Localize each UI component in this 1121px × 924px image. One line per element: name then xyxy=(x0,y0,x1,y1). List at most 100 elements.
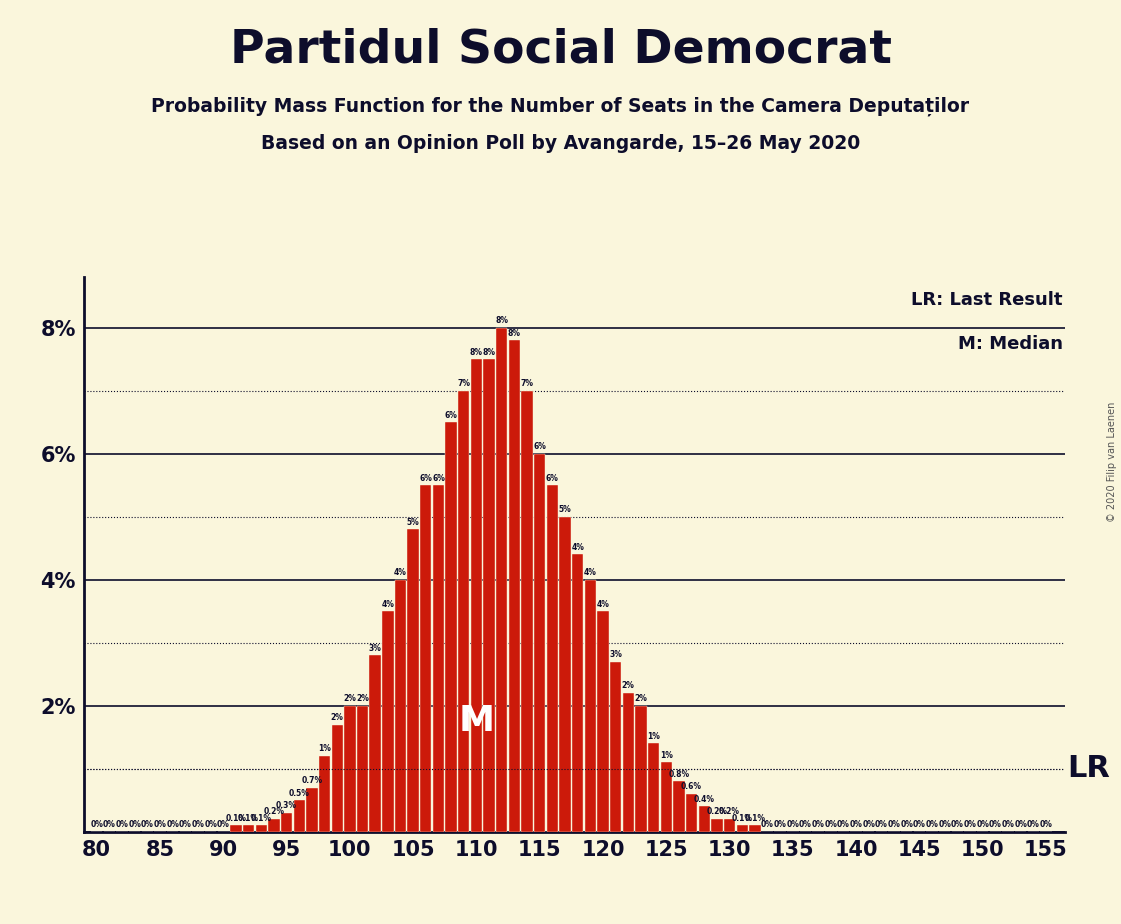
Text: 0%: 0% xyxy=(926,821,938,829)
Text: 6%: 6% xyxy=(445,410,457,419)
Text: 0%: 0% xyxy=(103,821,115,829)
Bar xyxy=(370,655,381,832)
Text: Probability Mass Function for the Number of Seats in the Camera Deputaților: Probability Mass Function for the Number… xyxy=(151,97,970,116)
Text: 1%: 1% xyxy=(660,751,673,760)
Text: Partidul Social Democrat: Partidul Social Democrat xyxy=(230,28,891,73)
Text: 5%: 5% xyxy=(558,505,572,514)
Bar xyxy=(382,611,393,832)
Bar xyxy=(445,422,457,832)
Bar xyxy=(420,485,432,832)
Text: 0%: 0% xyxy=(964,821,976,829)
Text: 2%: 2% xyxy=(634,694,648,703)
Text: 0.1%: 0.1% xyxy=(744,814,766,822)
Bar xyxy=(547,485,558,832)
Text: 0%: 0% xyxy=(141,821,154,829)
Text: M: Median: M: Median xyxy=(958,335,1063,353)
Text: 3%: 3% xyxy=(369,644,381,652)
Bar xyxy=(724,819,735,832)
Text: 7%: 7% xyxy=(457,379,471,388)
Bar xyxy=(736,825,748,832)
Text: © 2020 Filip van Laenen: © 2020 Filip van Laenen xyxy=(1108,402,1117,522)
Text: 4%: 4% xyxy=(395,568,407,578)
Bar xyxy=(636,706,647,832)
Bar xyxy=(268,819,279,832)
Text: 0.2%: 0.2% xyxy=(263,808,285,817)
Text: 0%: 0% xyxy=(761,821,773,829)
Text: 4%: 4% xyxy=(584,568,596,578)
Text: 0%: 0% xyxy=(888,821,900,829)
Text: 6%: 6% xyxy=(432,474,445,482)
Bar xyxy=(433,485,444,832)
Text: 0%: 0% xyxy=(799,821,812,829)
Text: 6%: 6% xyxy=(534,442,546,451)
Bar xyxy=(256,825,267,832)
Text: 6%: 6% xyxy=(546,474,558,482)
Text: 0.4%: 0.4% xyxy=(694,795,715,804)
Bar xyxy=(686,794,697,832)
Text: 7%: 7% xyxy=(520,379,534,388)
Text: 0.1%: 0.1% xyxy=(225,814,247,822)
Text: 0%: 0% xyxy=(850,821,862,829)
Text: 0%: 0% xyxy=(166,821,179,829)
Bar xyxy=(698,807,710,832)
Text: 2%: 2% xyxy=(622,682,634,690)
Text: 6%: 6% xyxy=(419,474,433,482)
Text: 8%: 8% xyxy=(508,329,521,337)
Text: 2%: 2% xyxy=(343,694,356,703)
Text: 0%: 0% xyxy=(1039,821,1053,829)
Text: 0.8%: 0.8% xyxy=(668,770,689,779)
Bar xyxy=(243,825,254,832)
Bar xyxy=(674,781,685,832)
Bar xyxy=(509,340,520,832)
Text: 2%: 2% xyxy=(331,713,344,722)
Bar xyxy=(318,756,331,832)
Text: 1%: 1% xyxy=(318,745,331,753)
Text: Based on an Opinion Poll by Avangarde, 15–26 May 2020: Based on an Opinion Poll by Avangarde, 1… xyxy=(261,134,860,153)
Bar xyxy=(294,800,305,832)
Bar xyxy=(610,662,621,832)
Text: 0%: 0% xyxy=(128,821,141,829)
Bar xyxy=(395,579,406,832)
Text: 4%: 4% xyxy=(596,600,610,609)
Text: 0%: 0% xyxy=(976,821,989,829)
Bar xyxy=(497,328,508,832)
Text: M: M xyxy=(458,704,494,738)
Text: 0%: 0% xyxy=(1001,821,1015,829)
Text: 8%: 8% xyxy=(495,316,508,325)
Text: 0%: 0% xyxy=(1015,821,1027,829)
Bar xyxy=(344,706,355,832)
Text: 0%: 0% xyxy=(216,821,230,829)
Bar xyxy=(471,359,482,832)
Bar xyxy=(585,579,596,832)
Text: 8%: 8% xyxy=(470,347,483,357)
Text: 0.1%: 0.1% xyxy=(238,814,259,822)
Text: 5%: 5% xyxy=(407,517,419,527)
Text: 0%: 0% xyxy=(812,821,825,829)
Text: 0%: 0% xyxy=(115,821,129,829)
Text: LR: Last Result: LR: Last Result xyxy=(911,291,1063,309)
Text: 0.2%: 0.2% xyxy=(719,808,740,817)
Bar xyxy=(521,391,532,832)
Bar xyxy=(660,762,671,832)
Bar xyxy=(597,611,609,832)
Text: 0%: 0% xyxy=(900,821,914,829)
Text: 0%: 0% xyxy=(824,821,837,829)
Text: 0.3%: 0.3% xyxy=(276,801,297,810)
Text: 0%: 0% xyxy=(837,821,850,829)
Bar xyxy=(230,825,242,832)
Bar xyxy=(534,454,546,832)
Text: 4%: 4% xyxy=(381,600,395,609)
Bar xyxy=(332,724,343,832)
Text: 0%: 0% xyxy=(179,821,192,829)
Text: 0.1%: 0.1% xyxy=(732,814,752,822)
Bar xyxy=(281,813,293,832)
Text: 3%: 3% xyxy=(609,650,622,659)
Text: 0%: 0% xyxy=(787,821,799,829)
Text: 8%: 8% xyxy=(482,347,495,357)
Text: 0%: 0% xyxy=(773,821,787,829)
Bar xyxy=(458,391,470,832)
Text: 0%: 0% xyxy=(989,821,1002,829)
Bar xyxy=(749,825,760,832)
Text: 0%: 0% xyxy=(876,821,888,829)
Text: 4%: 4% xyxy=(572,543,584,552)
